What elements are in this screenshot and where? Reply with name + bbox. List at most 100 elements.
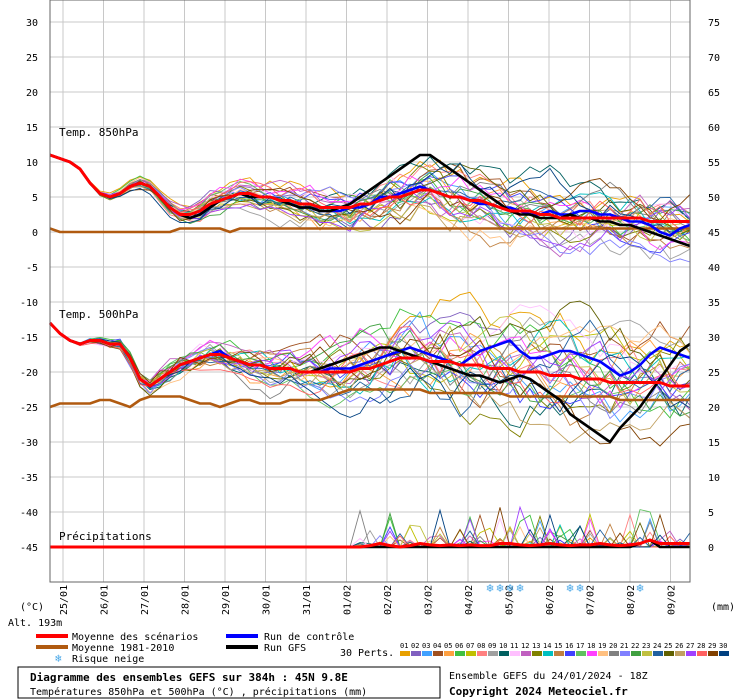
x-tick-label: 31/01	[302, 585, 313, 615]
y-left-tick-label: -25	[20, 403, 38, 414]
x-tick-label: 25/01	[59, 585, 70, 615]
y-right-tick-label: 50	[708, 193, 720, 204]
y-left-tick-label: -10	[20, 298, 38, 309]
perturbations-legend: 01 02 03 04 05 06 07 08 09 10 11 12 13 14 15 16 17 18 19 20…	[400, 642, 729, 656]
y-left-tick-label: 5	[32, 193, 38, 204]
snow-risk-icon: ❄	[496, 581, 503, 595]
perturbations-label: 30 Perts.	[340, 648, 394, 659]
perturbation-line-t850	[49, 154, 691, 248]
y-left-tick-label: -15	[20, 333, 38, 344]
y-right-tick-label: 20	[708, 403, 720, 414]
chart-subtitle: Températures 850hPa et 500hPa (°C) , pré…	[30, 686, 367, 698]
pert-legend-label: 27	[686, 642, 694, 650]
y-left-tick-label: 30	[26, 18, 38, 29]
perturbation-line-t500	[49, 300, 691, 397]
x-tick-label: 05/02	[505, 585, 516, 615]
pert-legend-swatch	[466, 651, 476, 656]
legend-gfs-label: Run GFS	[264, 643, 306, 654]
pert-legend-label: 06	[455, 642, 463, 650]
y-left-tick-label: 25	[26, 53, 38, 64]
pert-legend-swatch	[708, 651, 718, 656]
y-left-tick-label: 15	[26, 123, 38, 134]
pert-legend-swatch	[598, 651, 608, 656]
y-right-tick-label: 35	[708, 298, 720, 309]
x-tick-label: 01/02	[343, 585, 354, 615]
y-left-tick-label: 10	[26, 158, 38, 169]
pert-legend-label: 23	[642, 642, 650, 650]
snow-risk-markers: ❄ ❄ ❄ ❄ ❄ ❄ ❄	[486, 581, 643, 595]
y-left-tick-label: -20	[20, 368, 38, 379]
pert-legend-swatch	[521, 651, 531, 656]
pert-legend-swatch	[554, 651, 564, 656]
x-tick-label: 26/01	[100, 585, 111, 615]
pert-legend-swatch	[499, 651, 509, 656]
snow-risk-icon: ❄	[566, 581, 573, 595]
pert-legend-swatch	[642, 651, 652, 656]
copyright: Copyright 2024 Meteociel.fr	[449, 685, 628, 698]
pert-legend-label: 26	[675, 642, 683, 650]
legend-control-label: Run de contrôle	[264, 631, 354, 643]
pert-legend-swatch	[565, 651, 575, 656]
perturbation-line-t500	[49, 322, 691, 447]
pert-legend-label: 16	[565, 642, 573, 650]
snow-risk-icon: ❄	[516, 581, 523, 595]
snow-risk-icon: ❄	[576, 581, 583, 595]
grid-lines	[50, 0, 690, 582]
pert-legend-swatch	[686, 651, 696, 656]
series-line-t500	[49, 388, 690, 409]
chart-title: Diagramme des ensembles GEFS sur 384h : …	[30, 671, 348, 684]
pert-legend-label: 30	[719, 642, 727, 650]
pert-legend-label: 03	[422, 642, 430, 650]
pert-legend-swatch	[455, 651, 465, 656]
x-tick-label: 08/02	[626, 585, 637, 615]
pert-legend-label: 25	[664, 642, 672, 650]
legend: Moyenne des scénarios Moyenne 1981-2010 …	[36, 631, 354, 665]
y-left-tick-label: -30	[20, 438, 38, 449]
x-tick-label: 06/02	[545, 585, 556, 615]
x-tick-label: 07/02	[586, 585, 597, 615]
pert-legend-label: 15	[554, 642, 562, 650]
pert-legend-label: 17	[576, 642, 584, 650]
y-right-tick-label: 55	[708, 158, 720, 169]
y-right-tick-label: 25	[708, 368, 720, 379]
y-right-tick-label: 30	[708, 333, 720, 344]
pert-legend-swatch	[411, 651, 421, 656]
perturbation-line-t850	[49, 154, 691, 233]
pert-legend-label: 29	[708, 642, 716, 650]
pert-legend-label: 05	[444, 642, 452, 650]
y-left-tick-label: 0	[32, 228, 38, 239]
pert-legend-swatch	[631, 651, 641, 656]
pert-legend-swatch	[400, 651, 410, 656]
y-right-tick-label: 5	[708, 508, 714, 519]
pert-legend-swatch	[587, 651, 597, 656]
pert-legend-label: 24	[653, 642, 661, 650]
label-t500: Temp. 500hPa	[59, 308, 138, 321]
x-tick-label: 04/02	[464, 585, 475, 615]
x-tick-label: 30/01	[262, 585, 273, 615]
perturbation-line-t500	[49, 291, 691, 388]
pert-legend-label: 09	[488, 642, 496, 650]
pert-legend-swatch	[444, 651, 454, 656]
pert-legend-label: 21	[620, 642, 628, 650]
left-axis-unit: (°C)	[20, 602, 44, 613]
pert-legend-swatch	[719, 651, 729, 656]
pert-legend-swatch	[697, 651, 707, 656]
x-axis: 25/01 26/01 27/01 28/01 29/01 30/01 31/01 01/02…	[59, 585, 678, 615]
title-box	[17, 666, 441, 699]
y-right-tick-label: 0	[708, 543, 714, 554]
pert-legend-swatch	[433, 651, 443, 656]
series-line-precip	[50, 538, 690, 549]
snow-risk-icon: ❄	[506, 581, 513, 595]
pert-legend-label: 22	[631, 642, 639, 650]
x-tick-label: 02/02	[383, 585, 394, 615]
legend-snow-label: Risque neige	[72, 654, 144, 665]
perturbation-line-t500	[49, 319, 691, 395]
pert-legend-label: 07	[466, 642, 474, 650]
pert-legend-swatch	[576, 651, 586, 656]
series-line-t500	[48, 321, 690, 388]
right-axis-unit: (mm)	[711, 602, 735, 613]
label-precip: Précipitations	[59, 530, 152, 543]
perturbation-line-t500	[49, 322, 691, 385]
pert-legend-swatch	[543, 651, 553, 656]
